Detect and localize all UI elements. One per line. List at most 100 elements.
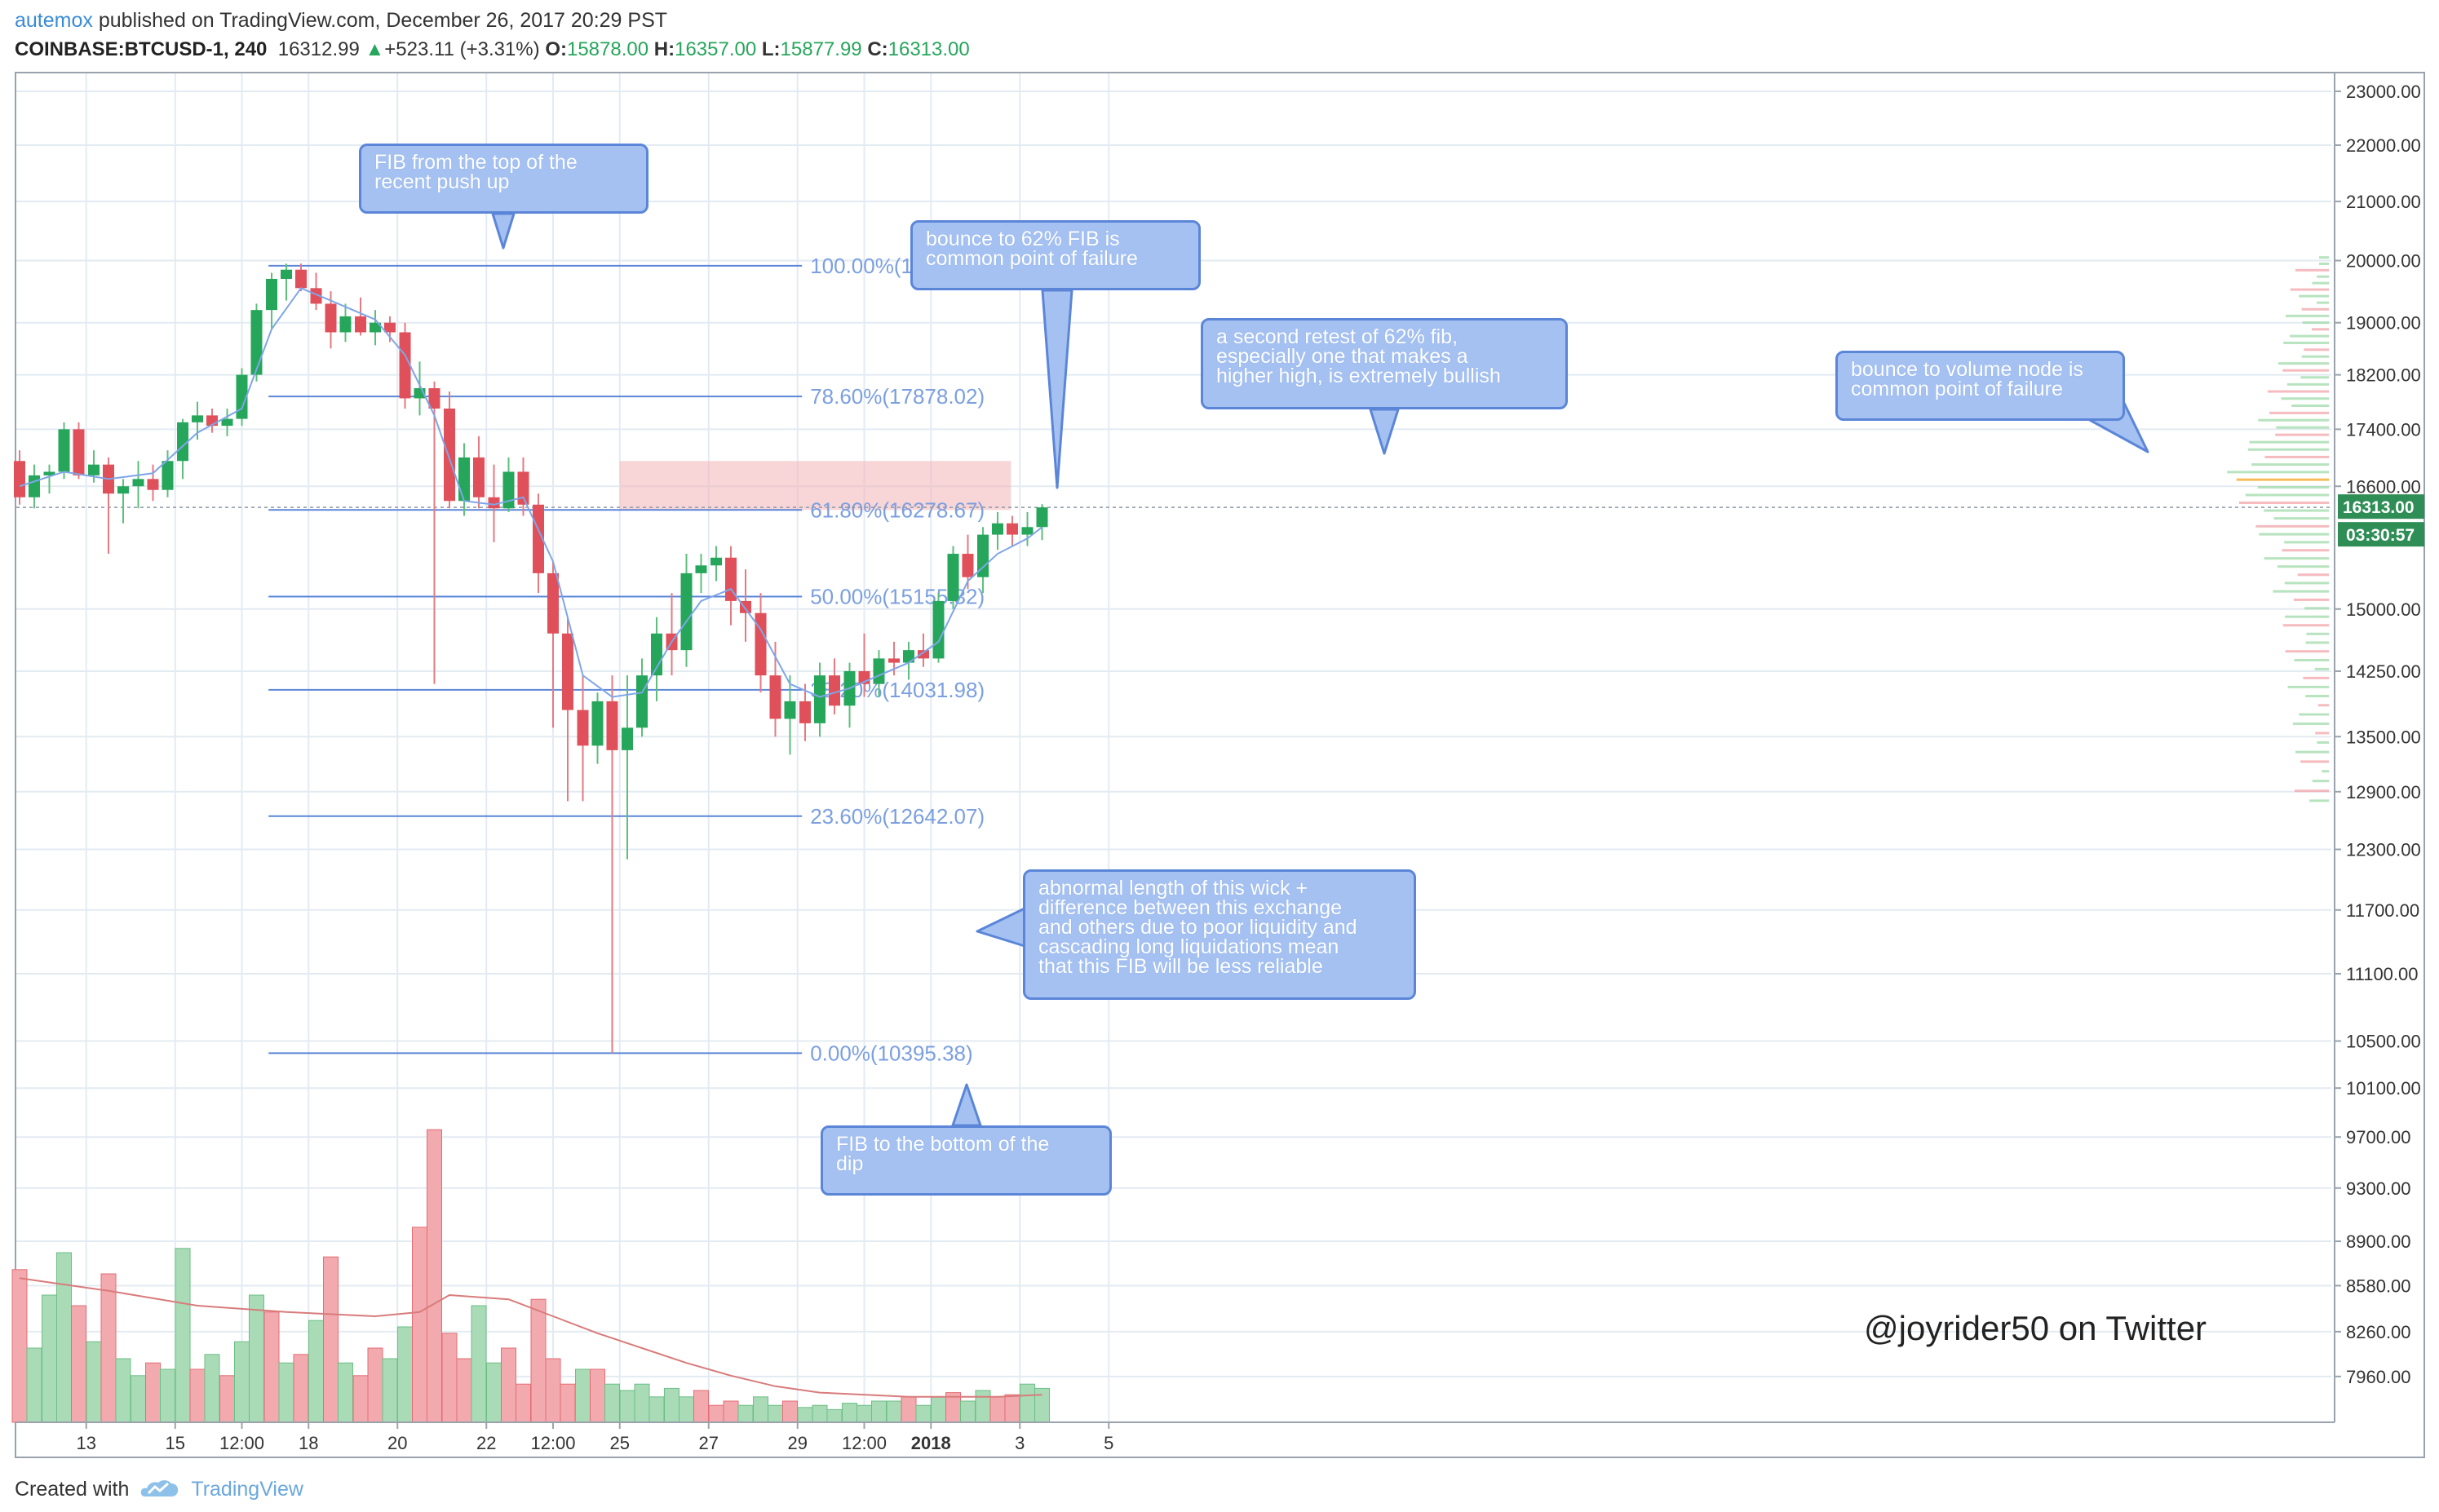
candle-body-67 — [1006, 523, 1018, 535]
change-arrow-icon: ▲ — [365, 38, 385, 60]
price-tick-label-4: 19000.00 — [2346, 313, 2421, 334]
profile-bar-16 — [2285, 650, 2329, 653]
profile-bar-46 — [2269, 411, 2329, 414]
candle-body-25 — [383, 322, 396, 333]
candle-body-19 — [294, 269, 307, 289]
volume-bar-25 — [382, 1358, 398, 1423]
time-tick-label-1: 15 — [166, 1433, 185, 1453]
candle-body-64 — [962, 554, 974, 577]
fib-label-6: 0.00%(10395.38) — [810, 1041, 972, 1065]
volume-bar-20 — [308, 1320, 325, 1423]
candle-body-47 — [710, 557, 723, 566]
profile-bar-20 — [2285, 615, 2329, 618]
profile-bar-6 — [2317, 741, 2329, 744]
author-link[interactable]: autemox — [15, 9, 93, 32]
candle-body-20 — [310, 288, 322, 304]
price-tick-label-19: 8900.00 — [2346, 1231, 2411, 1252]
pointer-fib-bottom — [951, 1083, 982, 1127]
price-tick-label-13: 11700.00 — [2346, 900, 2419, 921]
callout-fib-top[interactable]: FIB from the top of the recent push up — [359, 144, 648, 214]
volume-bar-29 — [441, 1333, 458, 1423]
volume-bar-15 — [234, 1341, 250, 1423]
volume-bar-53 — [797, 1407, 813, 1423]
candle-body-46 — [695, 565, 707, 573]
callout-volume-node[interactable]: bounce to volume node is common point of… — [1835, 351, 2125, 421]
profile-bar-22 — [2293, 598, 2329, 601]
volume-bar-17 — [263, 1311, 280, 1423]
callout-second-retest[interactable]: a second retest of 62% fib, especially o… — [1201, 318, 1568, 409]
volume-bar-59 — [886, 1400, 902, 1423]
profile-bar-25 — [2297, 573, 2329, 577]
candle-body-24 — [370, 322, 381, 333]
profile-bar-49 — [2267, 390, 2329, 393]
candle-body-68 — [1021, 527, 1034, 535]
profile-bar-15 — [2294, 658, 2329, 661]
last-price-badge-label: 16313.00 — [2343, 498, 2415, 517]
time-tick-label-6: 12:00 — [530, 1433, 575, 1453]
fib-label-1: 78.60%(17878.02) — [810, 384, 985, 409]
symbol-name[interactable]: COINBASE:BTCUSD-1, 240 — [15, 38, 268, 60]
time-tick-label-12: 3 — [1015, 1433, 1025, 1453]
profile-bar-50 — [2286, 382, 2329, 386]
callout-fib-bottom[interactable]: FIB to the bottom of the dip — [821, 1125, 1112, 1196]
candle-body-33 — [502, 471, 515, 509]
volume-bar-10 — [159, 1368, 175, 1423]
price-tick-label-9: 14250.00 — [2346, 661, 2421, 682]
candle-body-32 — [488, 497, 500, 509]
volume-bar-4 — [70, 1305, 86, 1423]
callout-bounce-62[interactable]: bounce to 62% FIB is common point of fai… — [910, 220, 1201, 290]
publish-line: autemox published on TradingView.com, De… — [15, 7, 667, 34]
profile-bar-24 — [2284, 581, 2329, 585]
price-tick-label-3: 20000.00 — [2346, 251, 2421, 272]
volume-bar-51 — [768, 1404, 783, 1423]
volume-bar-13 — [204, 1354, 220, 1423]
volume-bar-47 — [708, 1404, 724, 1423]
profile-bar-42 — [2249, 440, 2329, 444]
tradingview-brand-link[interactable]: TradingView — [191, 1478, 303, 1501]
profile-bar-23 — [2273, 590, 2329, 593]
twitter-watermark: @joyrider50 on Twitter — [1864, 1309, 2207, 1347]
candle-body-0 — [14, 461, 25, 497]
candle-body-37 — [561, 633, 573, 710]
callout-abnormal-wick[interactable]: abnormal length of this wick + differenc… — [1023, 869, 1416, 1000]
chart-frame[interactable] — [15, 72, 2425, 1458]
volume-bar-14 — [219, 1375, 236, 1423]
volume-bar-9 — [145, 1362, 161, 1423]
profile-bar-59 — [2302, 321, 2329, 325]
time-tick-label-13: 5 — [1104, 1433, 1113, 1453]
profile-bar-44 — [2276, 426, 2329, 429]
volume-bar-7 — [115, 1358, 131, 1423]
profile-bar-13 — [2303, 676, 2329, 679]
profile-bar-65 — [2312, 281, 2329, 285]
volume-bar-11 — [175, 1248, 191, 1423]
candle-body-7 — [117, 486, 129, 494]
volume-bar-35 — [530, 1298, 547, 1423]
profile-bar-54 — [2301, 355, 2329, 358]
price-tick-label-18: 9300.00 — [2346, 1178, 2411, 1199]
profile-bar-11 — [2305, 695, 2329, 698]
volume-bar-66 — [989, 1396, 1006, 1423]
last-price: 16312.99 — [277, 38, 360, 60]
volume-bar-48 — [723, 1400, 739, 1423]
volume-bar-32 — [486, 1362, 502, 1423]
price-tick-label-6: 17400.00 — [2346, 419, 2421, 440]
volume-bar-22 — [337, 1362, 353, 1423]
profile-bar-18 — [2306, 632, 2329, 635]
profile-bar-58 — [2311, 328, 2329, 331]
price-tick-label-14: 11100.00 — [2346, 964, 2419, 984]
profile-bar-2 — [2312, 780, 2329, 783]
candle-body-30 — [458, 457, 470, 502]
candle-body-15 — [236, 374, 248, 419]
volume-bar-58 — [870, 1400, 887, 1423]
profile-bar-3 — [2322, 770, 2329, 773]
time-tick-label-9: 29 — [788, 1433, 808, 1453]
profile-bar-69 — [2319, 256, 2329, 259]
volume-bar-28 — [426, 1129, 442, 1423]
profile-bar-61 — [2301, 307, 2329, 311]
time-tick-label-7: 25 — [610, 1433, 630, 1453]
volume-bar-37 — [560, 1383, 576, 1423]
profile-bar-4 — [2300, 760, 2329, 763]
candle-body-17 — [266, 278, 278, 311]
profile-bar-63 — [2299, 294, 2329, 298]
